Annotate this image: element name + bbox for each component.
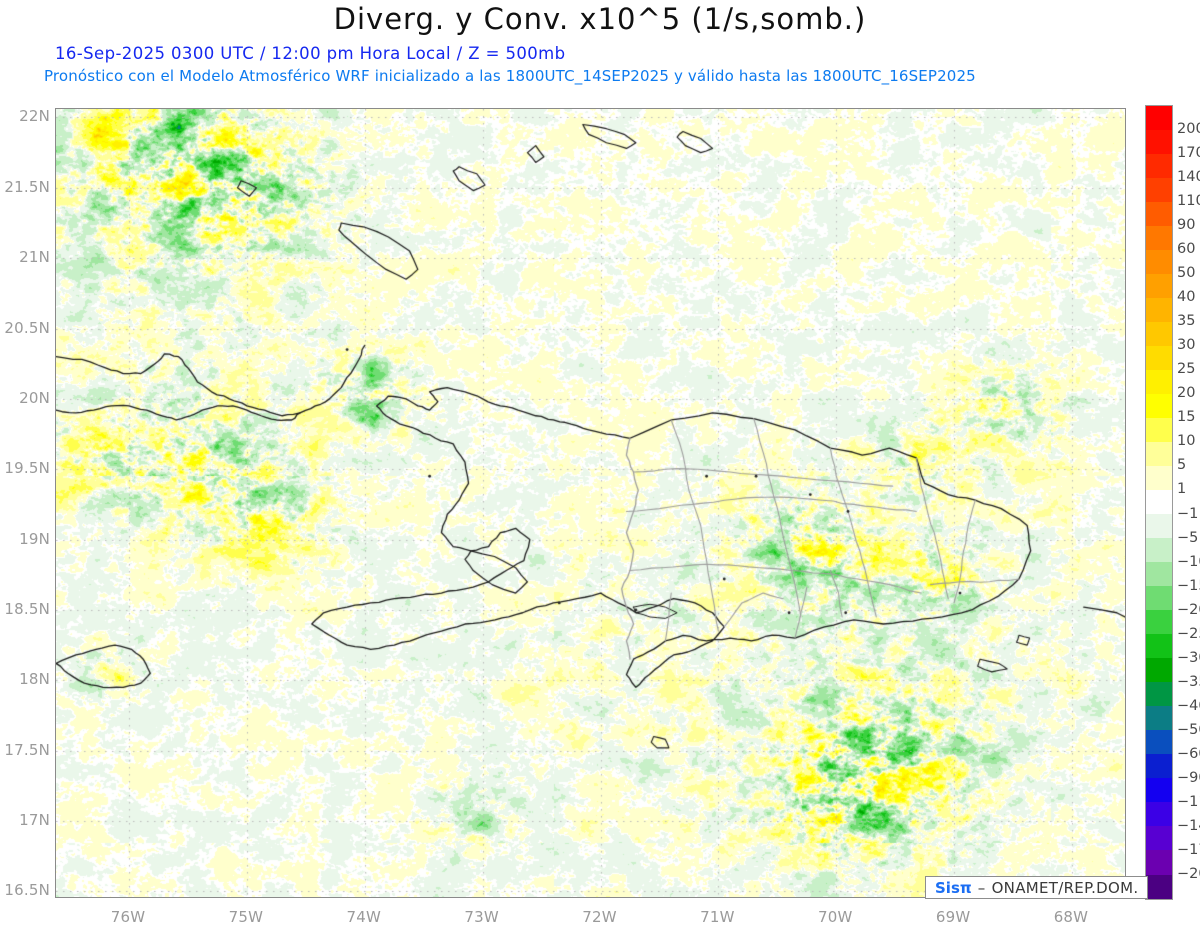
colorbar-band [1146, 802, 1172, 827]
colorbar-tick-label: −1 [1177, 505, 1199, 522]
colorbar-tick-label: −40 [1177, 697, 1200, 714]
colorbar-tick-label: −15 [1177, 577, 1200, 594]
colorbar-band [1146, 178, 1172, 203]
colorbar-band [1146, 826, 1172, 851]
x-axis-tick-label: 73W [464, 908, 499, 926]
y-axis-tick-label: 21N [19, 248, 50, 267]
colorbar-tick-label: 170 [1177, 145, 1200, 162]
colorbar-tick-label: 15 [1177, 409, 1196, 426]
colorbar-tick-label: 20 [1177, 385, 1196, 402]
colorbar-band [1146, 682, 1172, 707]
y-axis-tick-label: 20.5N [4, 318, 50, 337]
colorbar-tick-label: −5 [1177, 529, 1199, 546]
colorbar-band [1146, 394, 1172, 419]
y-axis-tick-label: 19N [19, 529, 50, 548]
y-axis-tick-label: 18.5N [4, 599, 50, 618]
valid-time-subtitle: 16-Sep-2025 0300 UTC / 12:00 pm Hora Loc… [55, 44, 566, 63]
colorbar-tick-label: 35 [1177, 313, 1196, 330]
colorbar-band [1146, 250, 1172, 275]
colorbar-tick-label: 140 [1177, 169, 1200, 186]
colorbar-band [1146, 850, 1172, 875]
colorbar-band [1146, 490, 1172, 515]
colorbar-band [1146, 202, 1172, 227]
colorbar-tick-label: −140 [1177, 817, 1200, 834]
map-plot-area[interactable] [55, 108, 1126, 898]
colorbar-tick-label: 200 [1177, 121, 1200, 138]
colorbar-band [1146, 346, 1172, 371]
colorbar-tick-label: −110 [1177, 793, 1200, 810]
colorbar-tick-label: 30 [1177, 337, 1196, 354]
y-axis-tick-label: 21.5N [4, 177, 50, 196]
colorbar-tick-label: 25 [1177, 361, 1196, 378]
colorbar-band [1146, 514, 1172, 539]
colorbar-band [1146, 706, 1172, 731]
y-axis-tick-label: 22N [19, 107, 50, 126]
attribution-badge: Sisπ – ONAMET/REP.DOM. [925, 876, 1149, 899]
x-axis-tick-label: 71W [700, 908, 735, 926]
colorbar-tick-label: 10 [1177, 433, 1196, 450]
colorbar-band [1146, 130, 1172, 155]
colorbar-band [1146, 154, 1172, 179]
colorbar-tick-label: −90 [1177, 769, 1200, 786]
colorbar-band [1146, 298, 1172, 323]
model-run-subtitle: Pronóstico con el Modelo Atmosférico WRF… [44, 67, 976, 85]
colorbar[interactable] [1145, 105, 1173, 900]
colorbar-band [1146, 778, 1172, 803]
colorbar-tick-label: 5 [1177, 457, 1187, 474]
colorbar-band [1146, 562, 1172, 587]
page-title: Diverg. y Conv. x10^5 (1/s,somb.) [333, 2, 867, 36]
colorbar-band [1146, 538, 1172, 563]
colorbar-band [1146, 466, 1172, 491]
colorbar-band [1146, 754, 1172, 779]
x-axis-tick-label: 76W [110, 908, 146, 926]
colorbar-band [1146, 274, 1172, 299]
colorbar-tick-label: −50 [1177, 721, 1200, 738]
colorbar-band [1146, 418, 1172, 443]
y-axis-tick-label: 20N [19, 388, 50, 407]
colorbar-band [1146, 658, 1172, 683]
colorbar-tick-label: 1 [1177, 481, 1187, 498]
x-axis-tick-label: 68W [1053, 908, 1089, 926]
colorbar-tick-label: −60 [1177, 745, 1200, 762]
y-axis-tick-label: 17.5N [4, 740, 50, 759]
colorbar-tick-label: −30 [1177, 649, 1200, 666]
x-axis-tick-label: 74W [346, 908, 382, 926]
colorbar-tick-label: −20 [1177, 601, 1200, 618]
x-axis-tick-label: 70W [817, 908, 853, 926]
colorbar-band [1146, 370, 1172, 395]
colorbar-band [1146, 634, 1172, 659]
y-axis-tick-label: 17N [19, 811, 50, 829]
colorbar-band [1146, 442, 1172, 467]
y-axis-tick-label: 18N [19, 670, 50, 689]
agency-label: ONAMET/REP.DOM. [991, 878, 1139, 897]
colorbar-tick-label: −170 [1177, 841, 1200, 858]
colorbar-tick-label: 60 [1177, 241, 1196, 258]
x-axis-tick-label: 75W [228, 908, 264, 926]
colorbar-tick-label: −35 [1177, 673, 1200, 690]
y-axis-tick-label: 16.5N [4, 881, 50, 900]
colorbar-band [1146, 106, 1172, 131]
colorbar-tick-label: 50 [1177, 265, 1196, 282]
colorbar-tick-label: −10 [1177, 553, 1200, 570]
colorbar-band [1146, 874, 1172, 899]
colorbar-tick-label: −200 [1177, 865, 1200, 882]
colorbar-band [1146, 730, 1172, 755]
colorbar-band [1146, 610, 1172, 635]
brand-separator: – [977, 878, 986, 897]
y-axis-tick-label: 19.5N [4, 459, 50, 478]
colorbar-band [1146, 226, 1172, 251]
colorbar-tick-label: 40 [1177, 289, 1196, 306]
colorbar-tick-label: 110 [1177, 193, 1200, 210]
brand-label: Sisπ [935, 878, 972, 897]
colorbar-tick-label: 90 [1177, 217, 1196, 234]
colorbar-band [1146, 322, 1172, 347]
colorbar-band [1146, 586, 1172, 611]
x-axis-tick-label: 69W [935, 908, 971, 926]
x-axis-tick-label: 72W [582, 908, 617, 926]
divergence-shading-layer [56, 109, 1125, 897]
colorbar-tick-label: −25 [1177, 625, 1200, 642]
